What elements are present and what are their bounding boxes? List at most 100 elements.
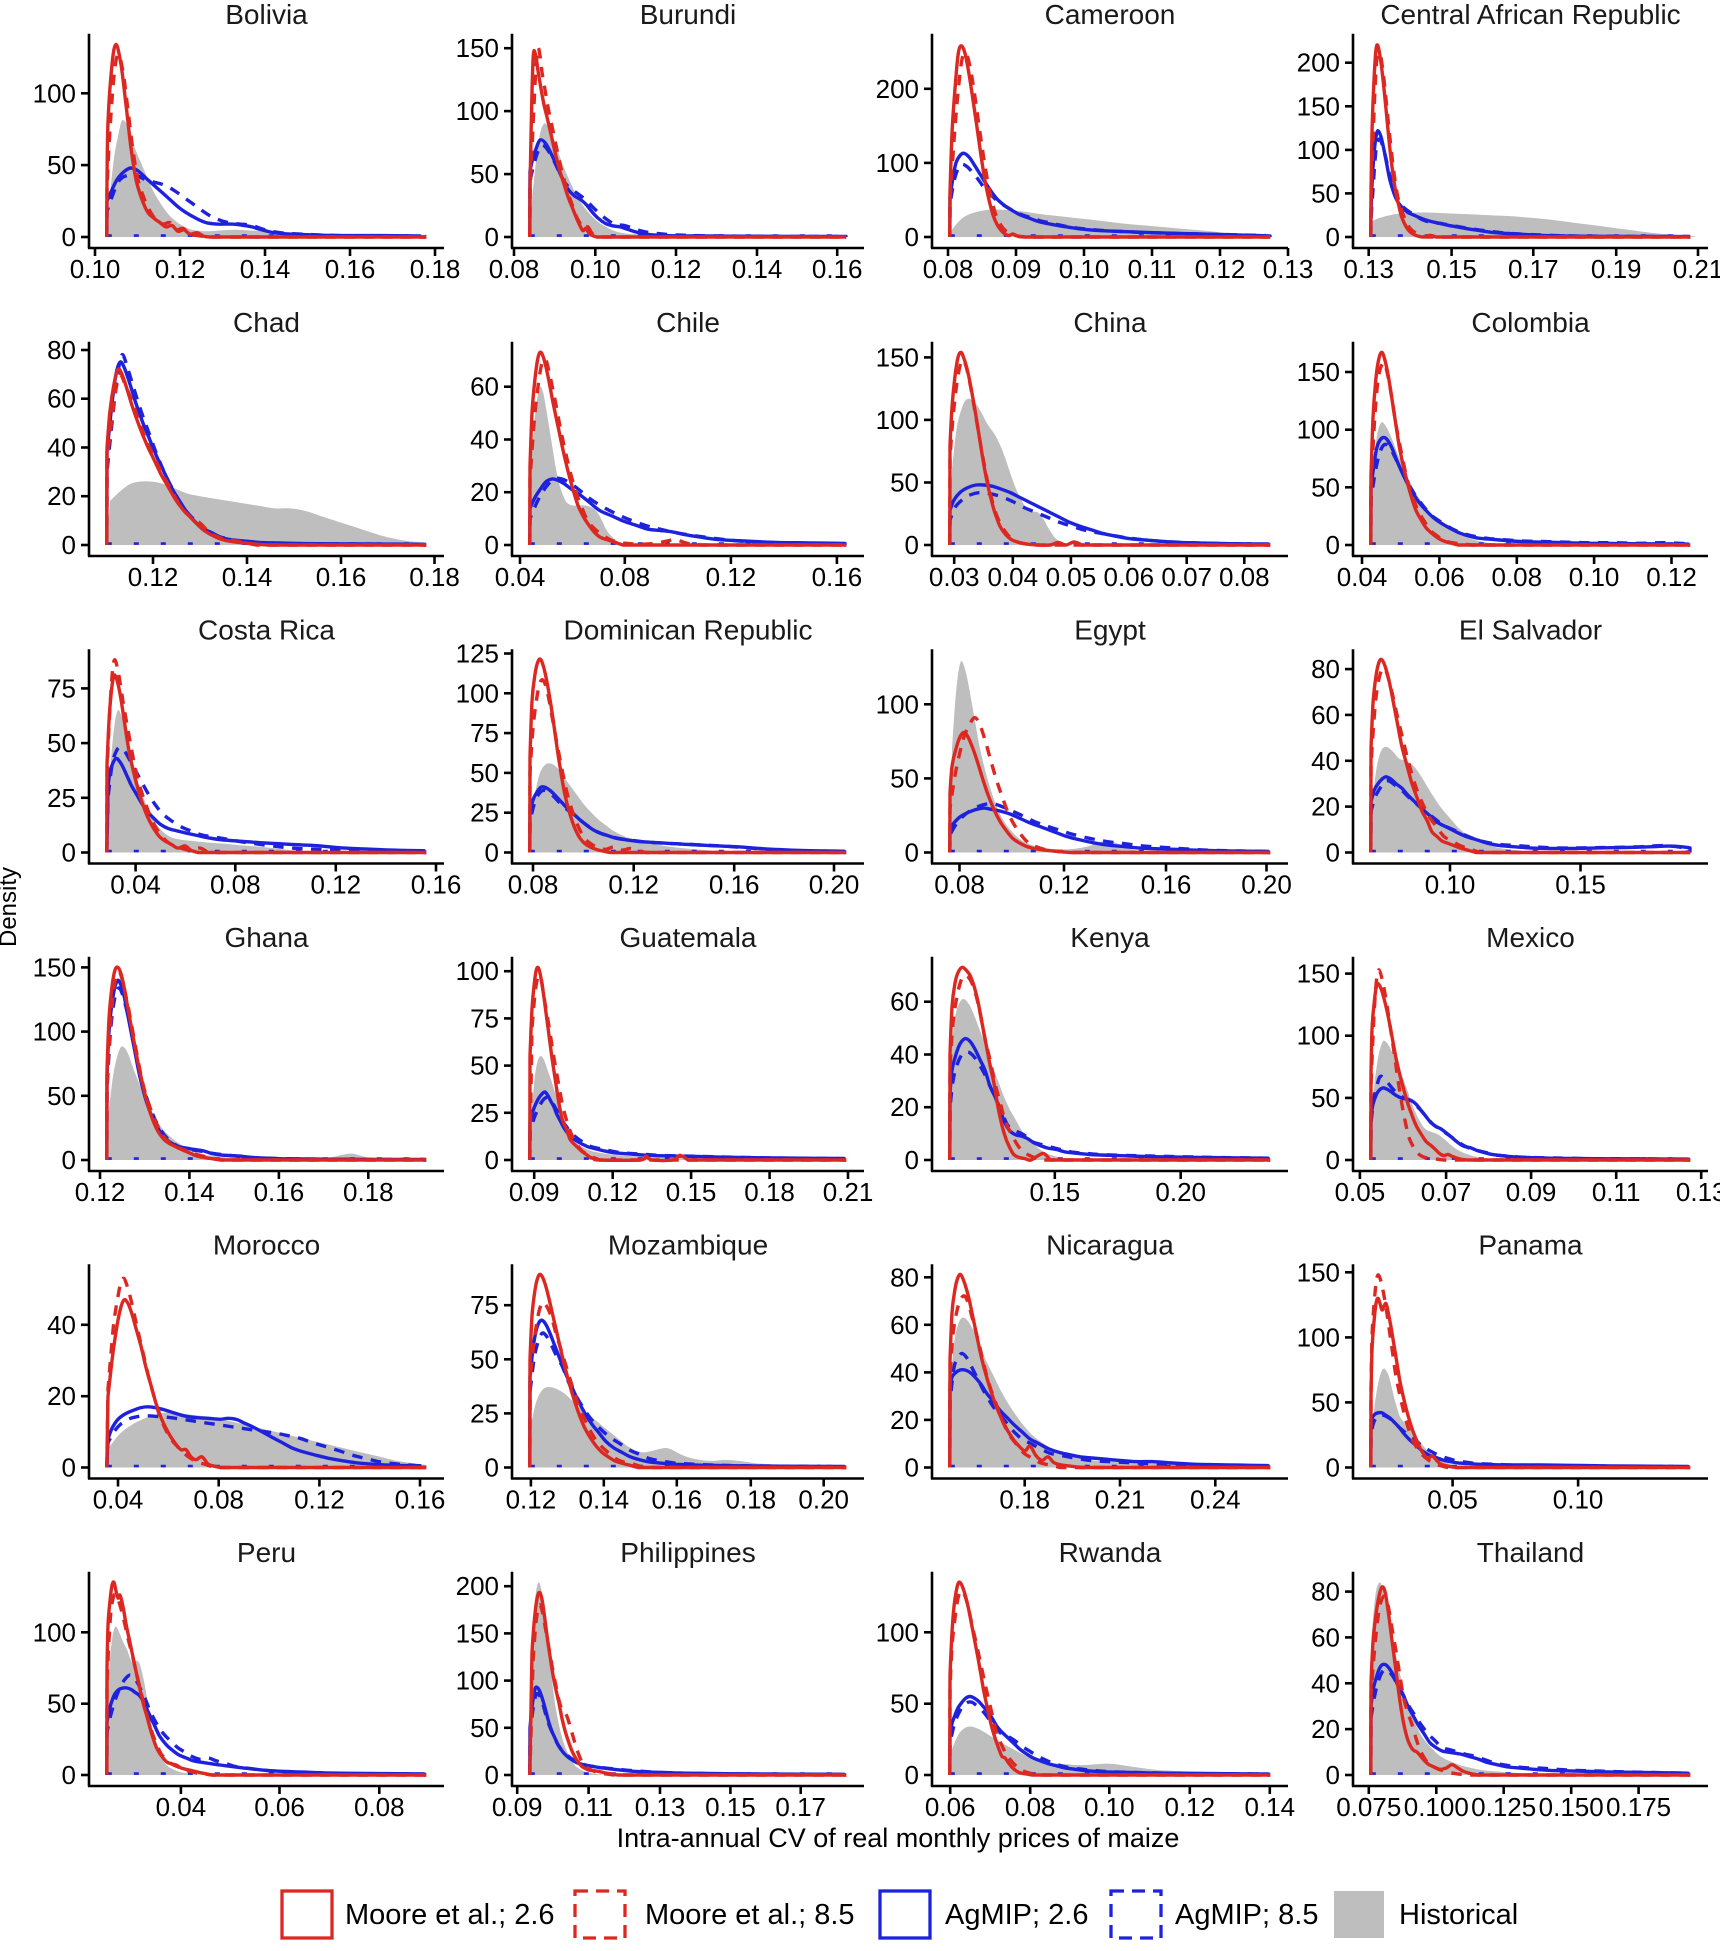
svg-text:0.16: 0.16 — [651, 1485, 702, 1515]
svg-text:50: 50 — [890, 763, 919, 793]
svg-text:0.12: 0.12 — [1646, 562, 1697, 592]
svg-text:0.08: 0.08 — [1005, 1792, 1056, 1822]
svg-text:Egypt: Egypt — [1074, 615, 1146, 646]
svg-text:0.09: 0.09 — [492, 1792, 543, 1822]
svg-text:0.10: 0.10 — [570, 254, 621, 284]
svg-text:60: 60 — [890, 1310, 919, 1340]
svg-text:Panama: Panama — [1478, 1230, 1583, 1261]
svg-text:0.05: 0.05 — [1427, 1485, 1478, 1515]
svg-text:0.12: 0.12 — [128, 562, 179, 592]
svg-text:50: 50 — [1311, 1083, 1340, 1113]
svg-text:0: 0 — [1326, 530, 1340, 560]
svg-text:Chad: Chad — [233, 307, 300, 338]
svg-text:20: 20 — [47, 1381, 76, 1411]
svg-text:0: 0 — [62, 1453, 76, 1483]
svg-text:100: 100 — [1297, 415, 1340, 445]
svg-text:50: 50 — [470, 1344, 499, 1374]
svg-text:100: 100 — [876, 689, 919, 719]
svg-text:0.15: 0.15 — [1426, 254, 1477, 284]
svg-text:0.14: 0.14 — [1244, 1792, 1295, 1822]
svg-text:0: 0 — [1326, 838, 1340, 868]
svg-text:0.12: 0.12 — [310, 870, 361, 900]
svg-text:Bolivia: Bolivia — [225, 0, 308, 30]
svg-text:40: 40 — [47, 1310, 76, 1340]
svg-text:150: 150 — [876, 342, 919, 372]
svg-text:0.08: 0.08 — [599, 562, 650, 592]
svg-text:0.16: 0.16 — [1141, 870, 1192, 900]
svg-text:0.21: 0.21 — [823, 1177, 874, 1207]
svg-text:0.24: 0.24 — [1190, 1485, 1241, 1515]
svg-text:0.08: 0.08 — [508, 870, 559, 900]
svg-text:60: 60 — [47, 384, 76, 414]
svg-text:0.15: 0.15 — [666, 1177, 717, 1207]
svg-text:0.12: 0.12 — [706, 562, 757, 592]
svg-text:Moore et al.; 2.6: Moore et al.; 2.6 — [345, 1899, 555, 1931]
svg-text:0.04: 0.04 — [110, 870, 161, 900]
svg-text:0.12: 0.12 — [1195, 254, 1246, 284]
svg-text:100: 100 — [876, 405, 919, 435]
svg-text:0: 0 — [62, 222, 76, 252]
svg-text:80: 80 — [47, 335, 76, 365]
svg-text:0.15: 0.15 — [1555, 870, 1606, 900]
svg-text:China: China — [1073, 307, 1147, 338]
svg-text:Colombia: Colombia — [1471, 307, 1590, 338]
svg-text:60: 60 — [890, 987, 919, 1017]
svg-text:Central African Republic: Central African Republic — [1380, 0, 1680, 30]
svg-text:0.10: 0.10 — [70, 254, 121, 284]
svg-text:0.175: 0.175 — [1606, 1792, 1671, 1822]
svg-text:75: 75 — [470, 1003, 499, 1033]
svg-text:100: 100 — [876, 1617, 919, 1647]
svg-text:0: 0 — [905, 222, 919, 252]
svg-text:0.14: 0.14 — [164, 1177, 215, 1207]
svg-text:0.06: 0.06 — [1414, 562, 1465, 592]
svg-text:100: 100 — [456, 96, 499, 126]
svg-text:50: 50 — [470, 1051, 499, 1081]
svg-text:0.18: 0.18 — [744, 1177, 795, 1207]
svg-text:0.18: 0.18 — [999, 1485, 1050, 1515]
svg-text:100: 100 — [33, 1617, 76, 1647]
svg-text:40: 40 — [470, 425, 499, 455]
svg-text:0.05: 0.05 — [1335, 1177, 1386, 1207]
svg-text:0.125: 0.125 — [1471, 1792, 1536, 1822]
svg-text:60: 60 — [1311, 1622, 1340, 1652]
svg-text:80: 80 — [1311, 1577, 1340, 1607]
svg-text:150: 150 — [1297, 959, 1340, 989]
svg-text:0: 0 — [62, 838, 76, 868]
svg-text:Thailand: Thailand — [1477, 1537, 1584, 1568]
svg-text:0.12: 0.12 — [1164, 1792, 1215, 1822]
svg-text:0.13: 0.13 — [1676, 1177, 1720, 1207]
svg-text:0.04: 0.04 — [93, 1485, 144, 1515]
svg-text:0.18: 0.18 — [409, 562, 460, 592]
svg-text:50: 50 — [47, 1081, 76, 1111]
svg-text:75: 75 — [470, 1290, 499, 1320]
svg-text:75: 75 — [47, 673, 76, 703]
svg-text:60: 60 — [1311, 700, 1340, 730]
svg-text:100: 100 — [1297, 1021, 1340, 1051]
svg-text:0.17: 0.17 — [1508, 254, 1559, 284]
svg-text:20: 20 — [1311, 792, 1340, 822]
svg-text:0.16: 0.16 — [316, 562, 367, 592]
svg-text:0.15: 0.15 — [705, 1792, 756, 1822]
svg-text:0.21: 0.21 — [1673, 254, 1720, 284]
svg-text:0.16: 0.16 — [395, 1485, 446, 1515]
svg-text:50: 50 — [1311, 472, 1340, 502]
svg-text:100: 100 — [1297, 135, 1340, 165]
svg-text:0.16: 0.16 — [709, 870, 760, 900]
svg-text:0.12: 0.12 — [608, 870, 659, 900]
svg-text:Nicaragua: Nicaragua — [1046, 1230, 1174, 1261]
svg-text:0.07: 0.07 — [1421, 1177, 1472, 1207]
svg-text:0.12: 0.12 — [155, 254, 206, 284]
svg-text:0.06: 0.06 — [925, 1792, 976, 1822]
svg-text:El Salvador: El Salvador — [1459, 615, 1602, 646]
svg-text:50: 50 — [1311, 1387, 1340, 1417]
svg-text:40: 40 — [890, 1040, 919, 1070]
svg-text:50: 50 — [470, 1713, 499, 1743]
svg-text:20: 20 — [890, 1092, 919, 1122]
svg-text:0.17: 0.17 — [775, 1792, 826, 1822]
svg-text:125: 125 — [456, 639, 499, 669]
svg-text:0.04: 0.04 — [495, 562, 546, 592]
svg-text:0: 0 — [1326, 1145, 1340, 1175]
svg-text:20: 20 — [47, 481, 76, 511]
svg-text:100: 100 — [33, 78, 76, 108]
svg-text:100: 100 — [33, 1017, 76, 1047]
